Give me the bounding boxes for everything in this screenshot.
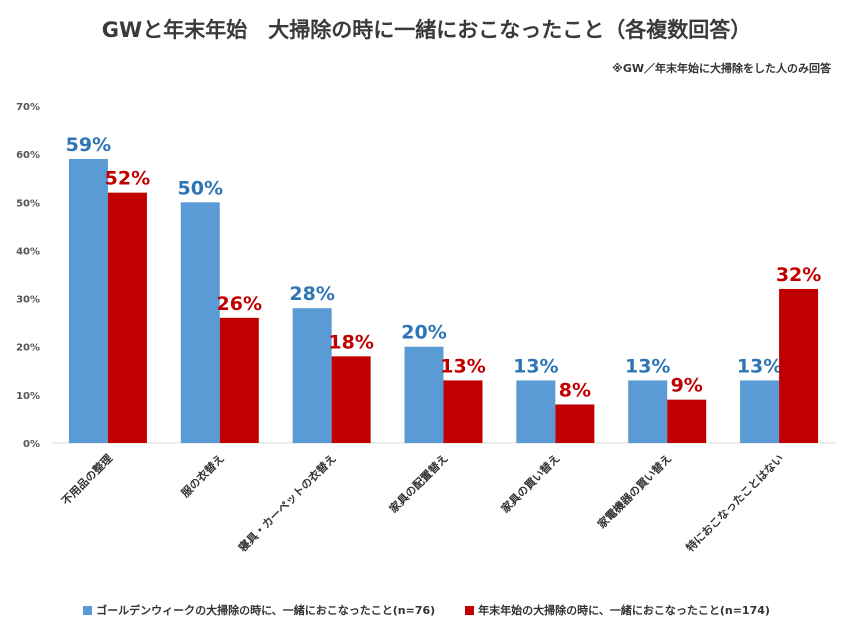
x-category-label: 家具の買い替え <box>498 451 562 515</box>
data-label-newyear: 26% <box>217 293 262 315</box>
y-tick-label: 10% <box>16 391 40 402</box>
bar-gw <box>740 380 780 443</box>
data-label-gw: 50% <box>178 177 223 199</box>
x-category-label: 家電機器の買い替え <box>594 451 674 531</box>
bar-newyear <box>667 399 707 443</box>
bar-newyear <box>219 317 259 443</box>
bar-gw <box>292 308 332 443</box>
y-tick-label: 70% <box>16 102 40 113</box>
data-label-gw: 13% <box>513 355 558 377</box>
x-category-label: 寝具・カーペットの衣替え <box>236 451 339 554</box>
bar-gw <box>68 158 108 443</box>
legend-label-newyear: 年末年始の大掃除の時に、一緒におこなったこと(n=174) <box>478 604 770 617</box>
y-tick-label: 30% <box>16 295 40 306</box>
bar-newyear <box>779 288 819 443</box>
data-label-newyear: 8% <box>559 379 591 401</box>
chart-title: GWと年末年始 大掃除の時に一緒におこなったこと（各複数回答） <box>101 18 752 42</box>
bar-newyear <box>331 356 371 443</box>
data-label-newyear: 32% <box>776 264 821 286</box>
data-label-newyear: 18% <box>328 331 373 353</box>
bar-gw <box>180 202 220 443</box>
x-category-label: 特におこなったことはない <box>683 451 786 554</box>
data-label-gw: 13% <box>625 355 670 377</box>
data-label-gw: 13% <box>737 355 782 377</box>
chart-note: ※GW／年末年始に大掃除をした人のみ回答 <box>612 62 831 75</box>
x-category-label: 家具の配置替え <box>386 451 450 515</box>
y-tick-label: 60% <box>16 150 40 161</box>
bar-newyear <box>443 380 483 443</box>
legend-label-gw: ゴールデンウィークの大掃除の時に、一緒におこなったこと(n=76) <box>96 604 436 617</box>
bar-gw <box>404 346 444 443</box>
x-category-label: 不用品の整理 <box>58 451 115 508</box>
data-label-newyear: 13% <box>440 355 485 377</box>
legend: ゴールデンウィークの大掃除の時に、一緒におこなったこと(n=76) 年末年始の大… <box>0 602 853 618</box>
data-label-gw: 59% <box>66 134 111 156</box>
y-tick-label: 40% <box>16 246 40 257</box>
bar-newyear <box>555 404 595 443</box>
data-label-newyear: 9% <box>671 375 703 397</box>
bar-gw <box>516 380 556 443</box>
data-label-newyear: 52% <box>105 168 150 190</box>
y-tick-label: 20% <box>16 343 40 354</box>
legend-swatch-gw <box>83 605 93 615</box>
y-tick-label: 0% <box>23 439 40 450</box>
data-label-gw: 28% <box>289 283 334 305</box>
bar-gw <box>628 380 668 443</box>
y-tick-label: 50% <box>16 198 40 209</box>
legend-item-gw: ゴールデンウィークの大掃除の時に、一緒におこなったこと(n=76) <box>83 602 435 618</box>
legend-swatch-newyear <box>465 605 475 615</box>
data-label-gw: 20% <box>401 322 446 344</box>
bar-newyear <box>107 192 147 443</box>
bar-chart: 0% 10% 20% 30% 40% 50% 60% 70% 59% 52% 不用品の整理 50% 26… <box>16 102 835 554</box>
legend-item-newyear: 年末年始の大掃除の時に、一緒におこなったこと(n=174) <box>465 602 770 618</box>
x-category-label: 服の衣替え <box>178 451 227 500</box>
